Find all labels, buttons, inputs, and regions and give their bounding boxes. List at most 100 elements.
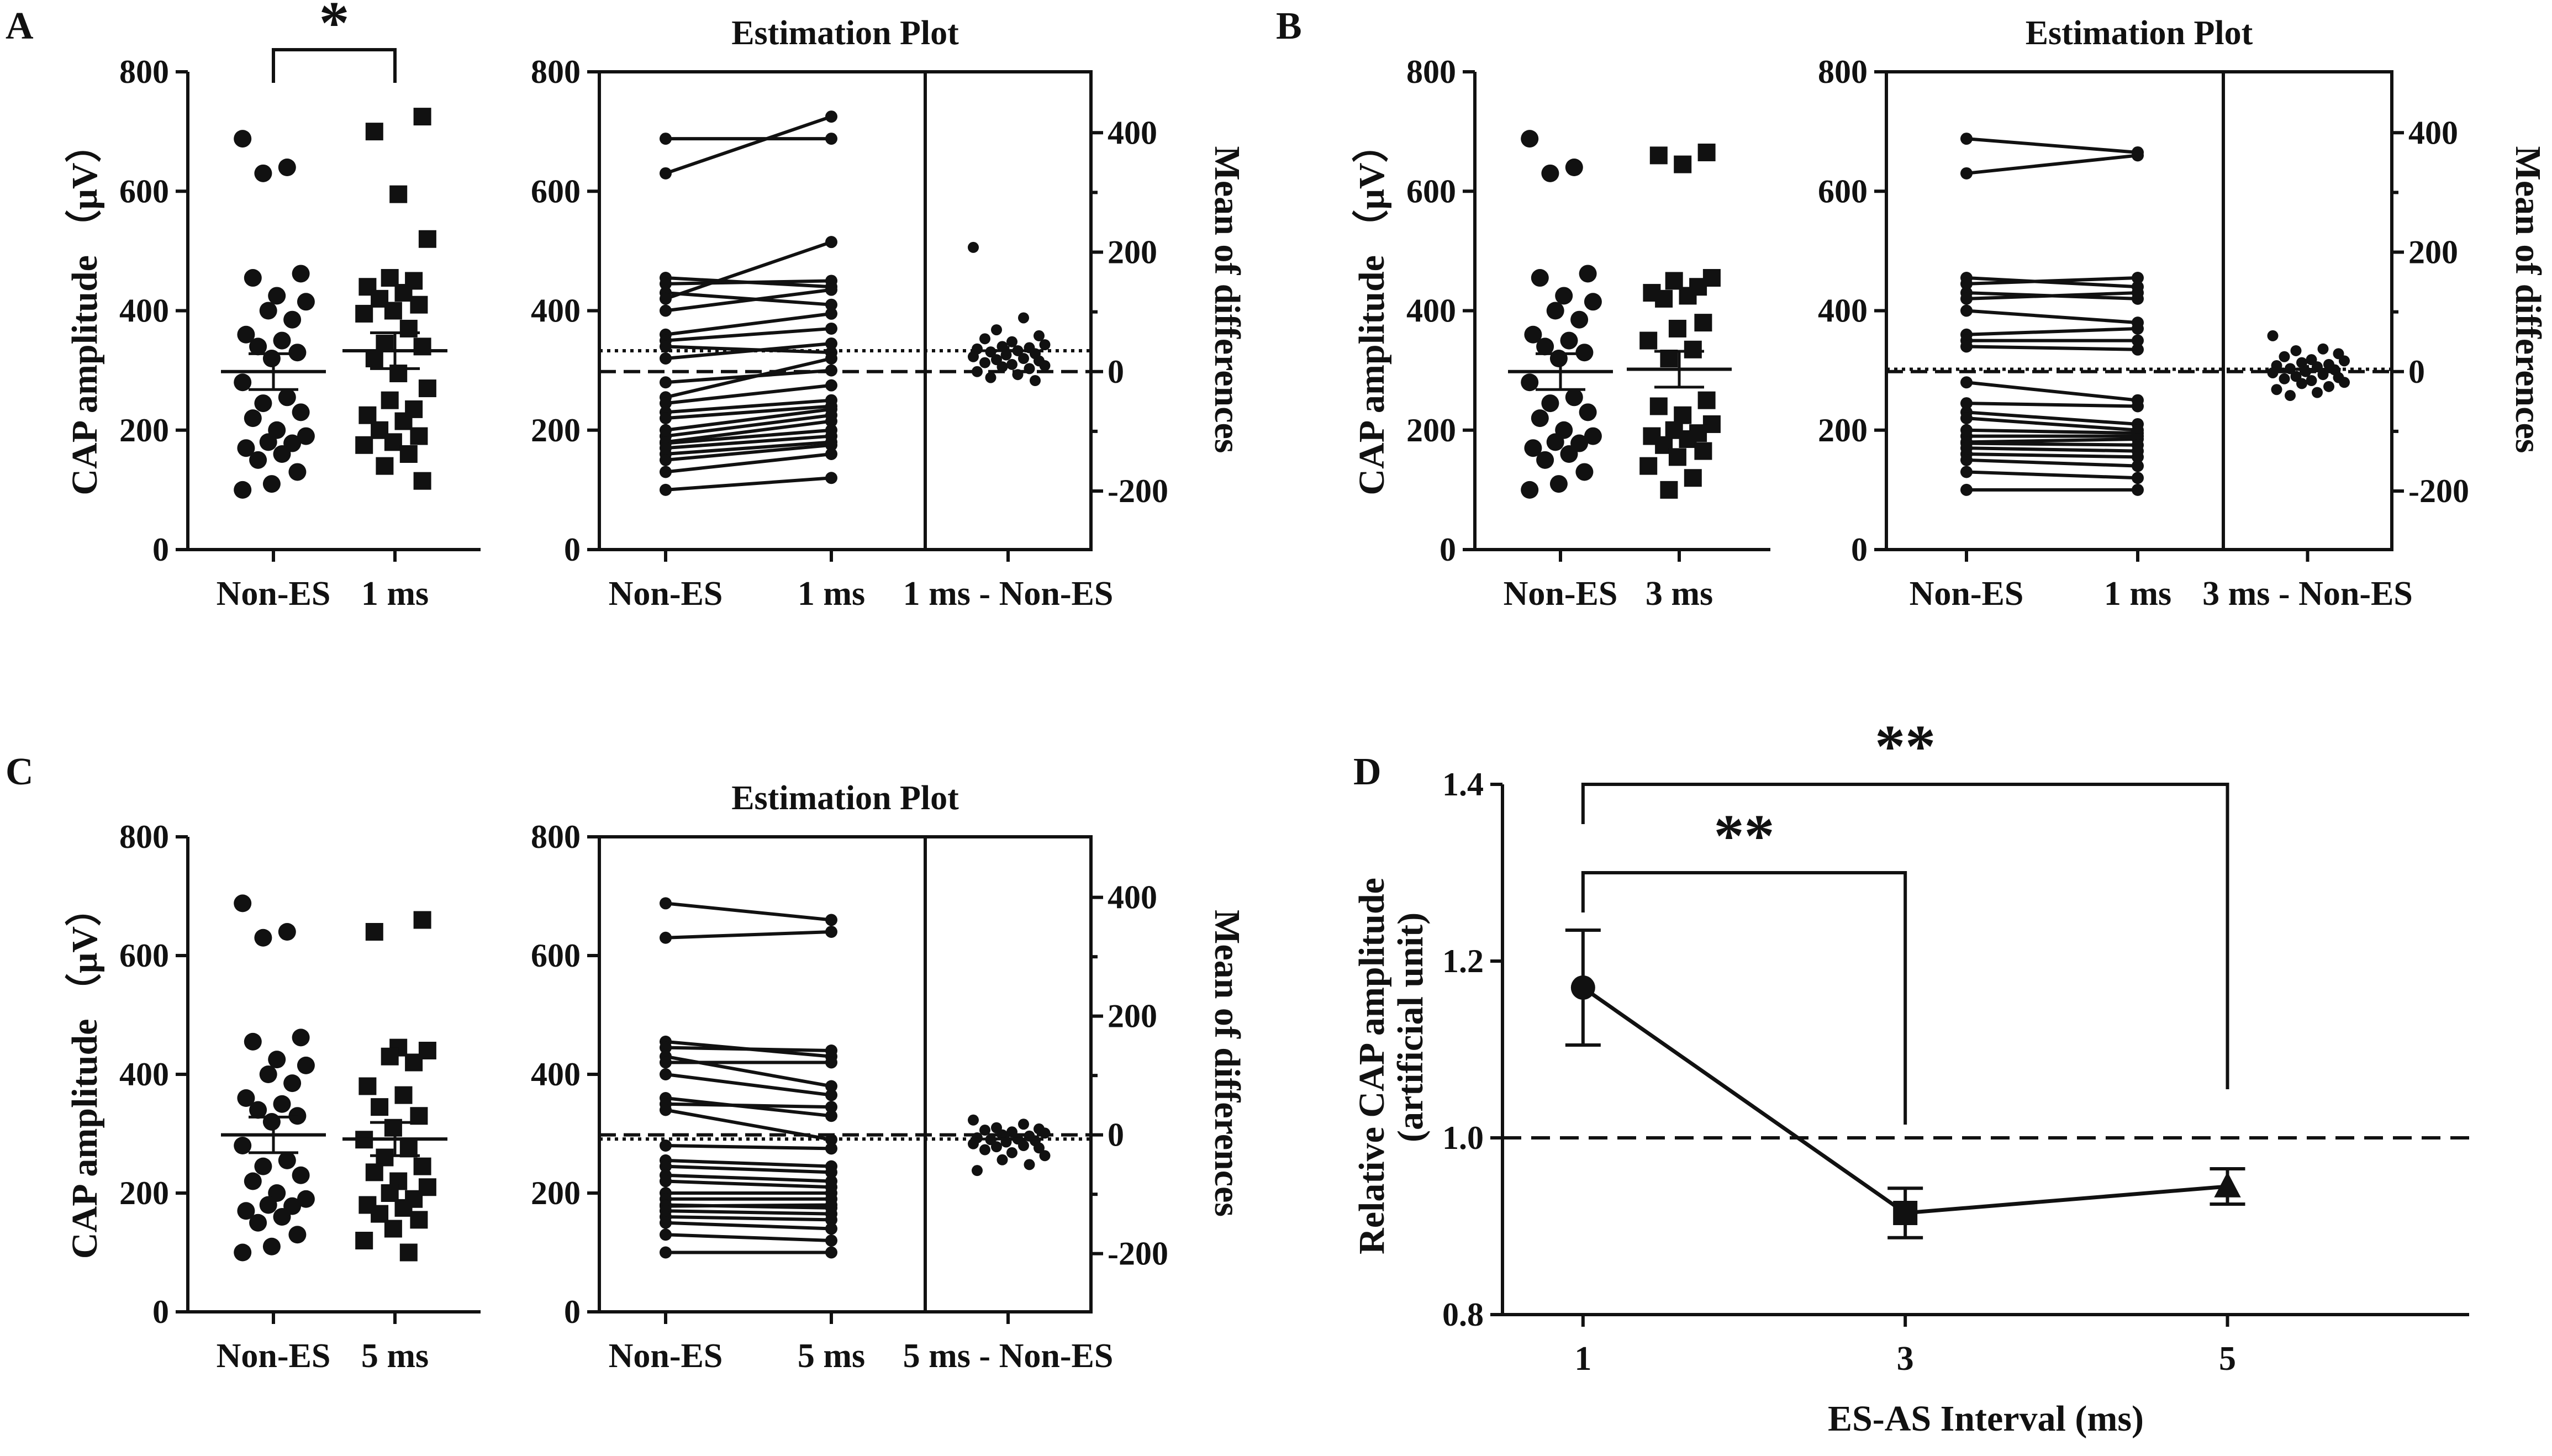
y-tick-label: 0	[152, 1294, 169, 1330]
pair-line	[1966, 309, 2138, 325]
difference-point	[1018, 1140, 1029, 1151]
y-tick-label: 1.4	[1442, 766, 1484, 803]
x-tick-label: 1	[1574, 1340, 1591, 1378]
data-point	[1560, 331, 1578, 350]
pair-point	[825, 379, 837, 392]
y-tick-label: 800	[531, 819, 581, 855]
chart-title: Estimation Plot	[2026, 14, 2253, 52]
data-point	[1549, 350, 1568, 367]
chart-B-scatter: 0 200 400 600 800 CAP amplitude （μV） Non-ES 3 m…	[1351, 54, 1770, 613]
data-point	[249, 1101, 267, 1119]
x-tick-label: Non-ES	[1910, 575, 2024, 613]
pair-point	[825, 1235, 837, 1247]
data-point	[365, 1163, 383, 1181]
data-point	[297, 1056, 315, 1074]
pair-point	[660, 133, 672, 145]
y2-tick-label: 200	[1108, 234, 1157, 271]
data-point	[1565, 159, 1583, 176]
difference-point	[2296, 357, 2307, 368]
pair-line	[665, 476, 832, 492]
pair-line	[1966, 410, 2138, 426]
data-point	[259, 1065, 277, 1083]
data-point	[1565, 388, 1583, 407]
data-point	[384, 302, 402, 320]
x-axis-title: ES-AS Interval (ms)	[1828, 1399, 2144, 1439]
data-point	[1536, 337, 1554, 356]
pair-point	[825, 133, 837, 145]
difference-point	[2317, 343, 2329, 355]
data-point	[1546, 433, 1564, 451]
pair-point	[825, 352, 837, 365]
difference-label: 1 ms - Non-ES	[903, 575, 1114, 613]
y2-tick-label: 0	[1108, 1117, 1124, 1153]
data-point	[262, 475, 281, 493]
difference-point	[2312, 387, 2323, 398]
data-point	[410, 1211, 428, 1229]
difference-point	[2323, 381, 2334, 392]
pair-line	[1966, 416, 2138, 432]
data-point	[355, 1232, 373, 1249]
data-point	[268, 1051, 286, 1069]
pair-line	[665, 434, 832, 450]
data-point	[1639, 457, 1658, 475]
pair-point	[825, 275, 837, 287]
data-point	[262, 350, 281, 367]
pair-point	[660, 453, 672, 466]
pair-point	[660, 1068, 672, 1080]
y-axis-title: CAP amplitude （μV）	[64, 126, 105, 495]
y-tick-label: 600	[531, 937, 581, 974]
y-tick-label: 400	[531, 1056, 581, 1093]
chart-C-estimation: Estimation Plot 0 200 400 600 800 -200 0 200 400 M…	[531, 779, 1247, 1375]
y-axis-title: Relative CAP amplitude	[1352, 878, 1392, 1254]
pair-point	[825, 110, 837, 123]
data-point	[371, 1205, 389, 1223]
data-point	[413, 911, 431, 929]
pair-point	[825, 1056, 837, 1069]
data-point	[297, 293, 315, 311]
pair-line	[665, 1073, 832, 1097]
data-point	[1679, 287, 1697, 305]
pair-point	[660, 304, 672, 317]
significance-label: **	[1875, 713, 1936, 780]
pair-line	[1966, 154, 2138, 175]
pair-point	[1960, 277, 1973, 290]
pair-line	[665, 428, 832, 445]
pair-line	[665, 279, 832, 286]
data-point	[1536, 451, 1554, 469]
pair-point	[660, 1175, 672, 1188]
data-point	[1684, 340, 1702, 358]
data-point	[234, 373, 252, 392]
data-point	[1674, 406, 1692, 424]
data-point	[1579, 265, 1597, 283]
pair-point	[1960, 340, 1973, 353]
data-point	[244, 1032, 262, 1051]
y-axis-title: CAP amplitude （μV）	[1351, 126, 1392, 495]
pair-point	[825, 1142, 837, 1155]
pair-point	[660, 292, 672, 305]
pair-line	[665, 1046, 832, 1052]
x-tick-label: 5 ms	[361, 1337, 429, 1375]
pair-point	[1960, 412, 1973, 425]
x-tick-label: Non-ES	[609, 575, 723, 613]
pair-point	[825, 1044, 837, 1057]
pair-line	[1966, 437, 2138, 444]
chart-C-scatter: 0 200 400 600 800 CAP amplitude （μV） Non-ES 5 m…	[64, 819, 481, 1375]
pair-point	[825, 1101, 837, 1114]
data-point	[365, 123, 383, 141]
data-point	[1639, 331, 1658, 350]
data-point	[1549, 475, 1568, 493]
data-point	[288, 1226, 307, 1244]
difference-point	[972, 1165, 983, 1177]
data-point	[1560, 445, 1578, 463]
pair-point	[660, 167, 672, 180]
difference-point	[1039, 360, 1051, 371]
pair-point	[660, 277, 672, 290]
data-point	[1521, 373, 1539, 392]
x-tick-label: 5	[2219, 1340, 2236, 1378]
pair-line	[665, 115, 832, 175]
pair-point	[1960, 466, 1973, 478]
pair-line	[665, 443, 832, 462]
pair-line	[665, 1209, 832, 1216]
data-point	[237, 1202, 255, 1220]
